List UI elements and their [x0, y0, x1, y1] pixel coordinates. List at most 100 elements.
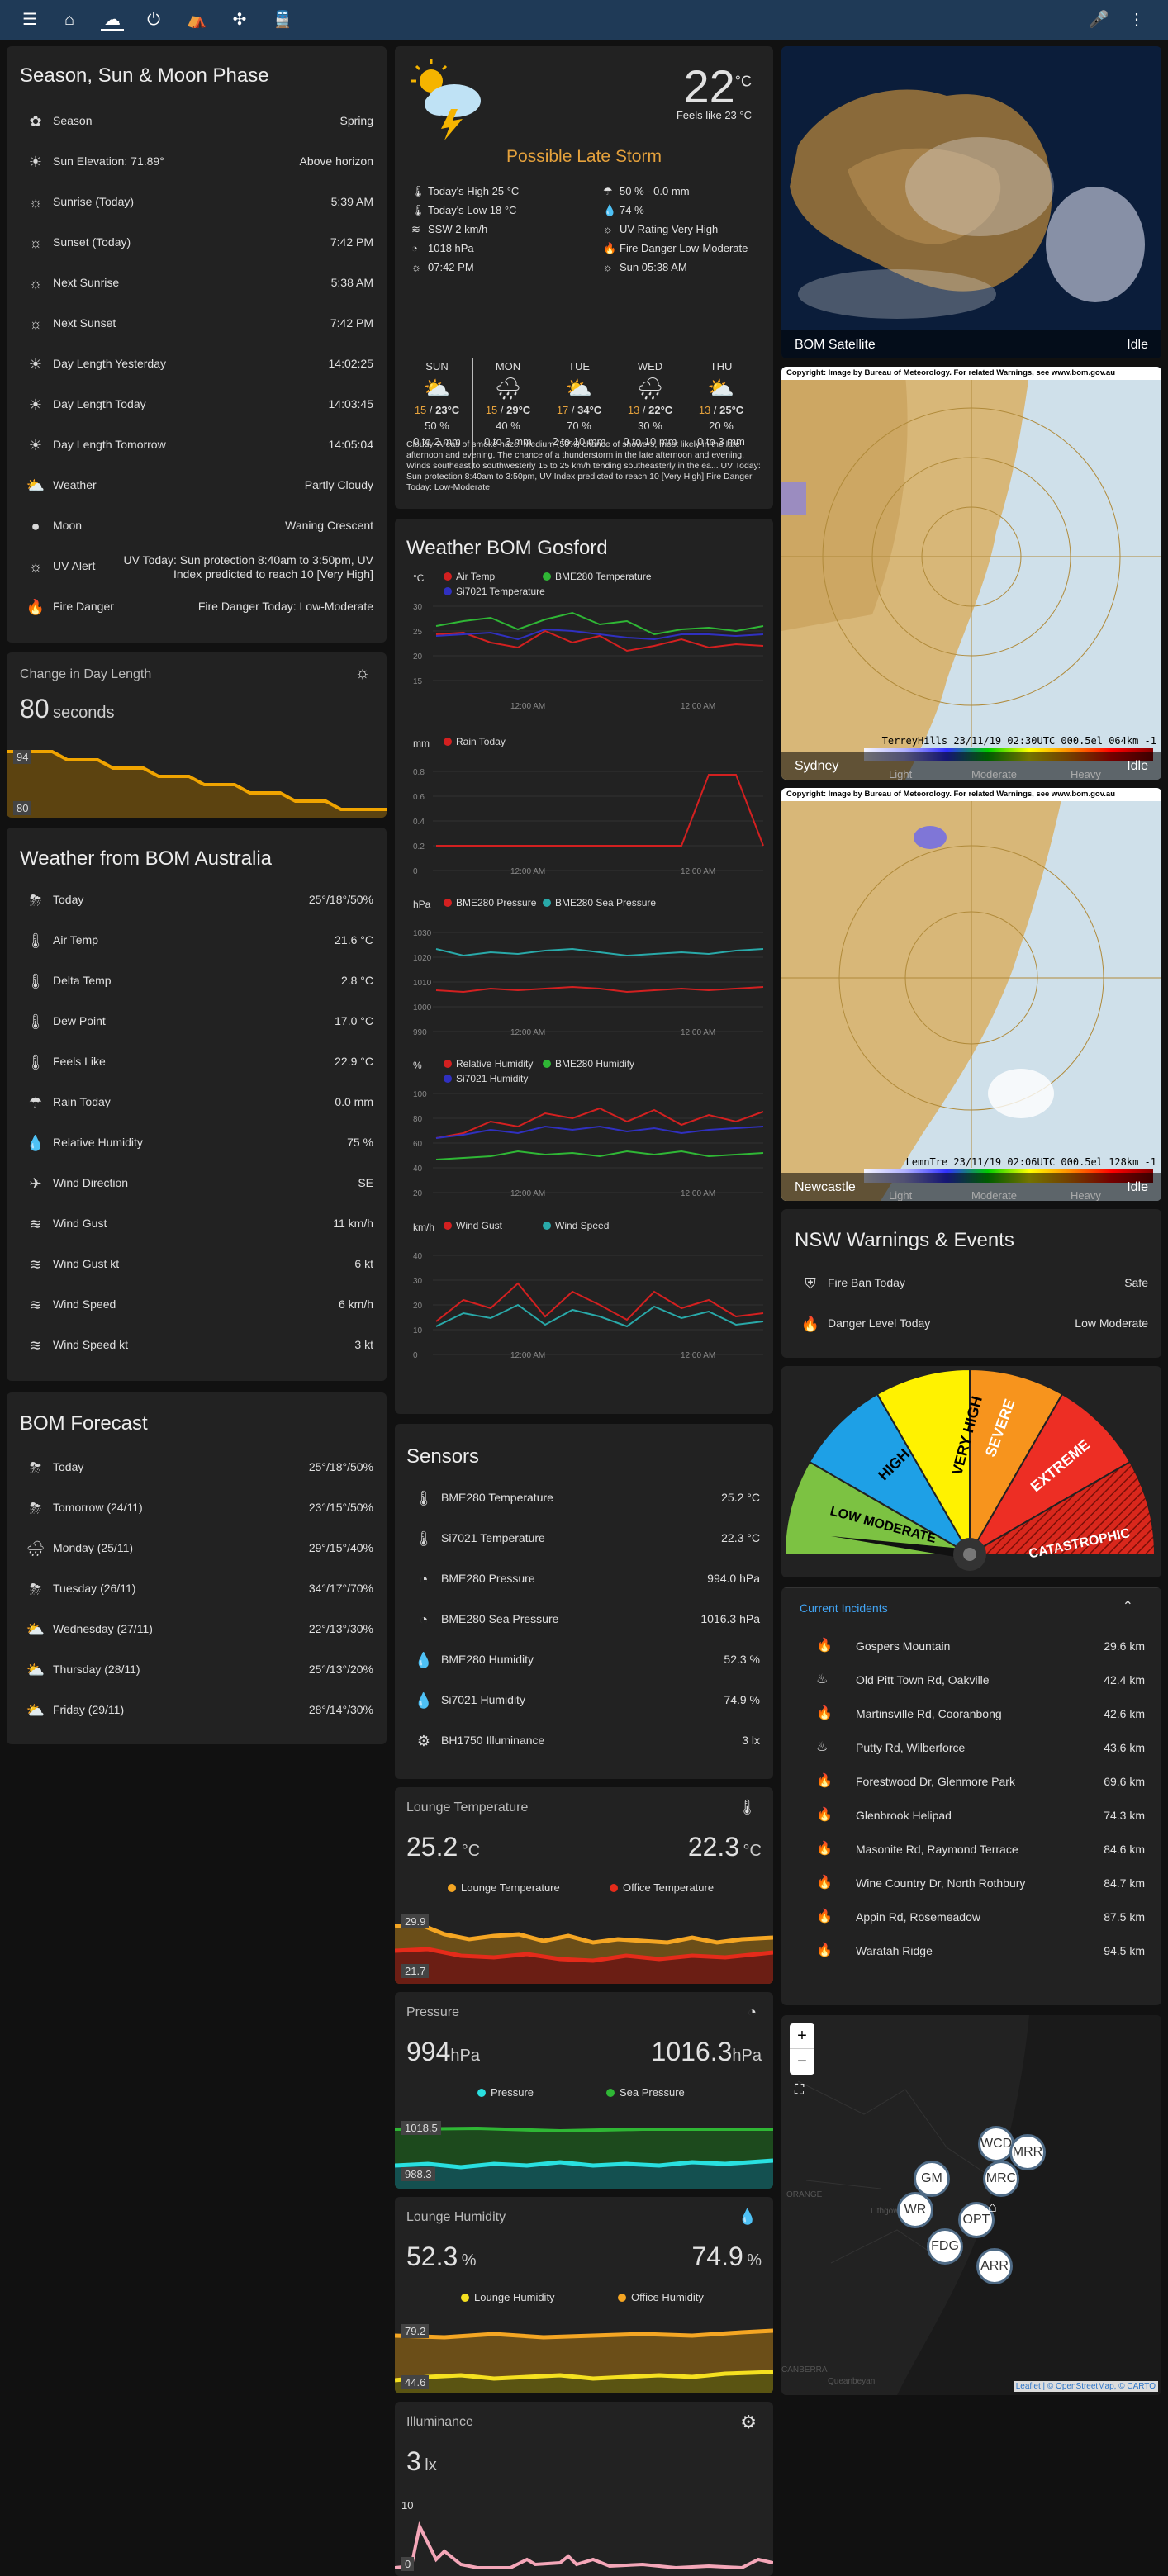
list-item[interactable]: ⛅ Friday (29/11) 28°/14°/30%: [7, 1691, 387, 1731]
list-item[interactable]: 🔥 Fire Danger Fire Danger Today: Low-Moder…: [7, 587, 387, 628]
list-item[interactable]: 🔥 Forestwood Dr, Glenmore Park 69.6 km: [781, 1764, 1161, 1798]
map-marker[interactable]: GM: [914, 2161, 950, 2197]
list-item[interactable]: 🌧 Monday (25/11) 29°/15°/40%: [7, 1529, 387, 1569]
list-item[interactable]: ◔ BME280 Sea Pressure 1016.3 hPa: [395, 1600, 773, 1640]
incidents-header[interactable]: Current Incidents ⌃: [781, 1587, 1161, 1625]
camp-icon[interactable]: ⛺: [186, 11, 207, 29]
gosford-charts: °C Air Temp BME280 Temperature Si7021 Tempe…: [413, 571, 764, 1360]
home-marker-icon[interactable]: ⌂: [988, 2199, 997, 2215]
map-marker[interactable]: MRR: [1009, 2134, 1046, 2170]
list-item[interactable]: ≋ Wind Gust kt 6 kt: [7, 1245, 387, 1285]
list-item[interactable]: ☼ Next Sunset 7:42 PM: [7, 304, 387, 344]
forecast-day[interactable]: SUN ⛅ 15 / 23°C 50 % 0 to 2 mm: [406, 360, 468, 451]
forecast-day[interactable]: THU ⛅ 13 / 25°C 20 % 0 to 3 mm: [691, 360, 752, 451]
list-item[interactable]: ≋ Wind Speed 6 km/h: [7, 1285, 387, 1326]
train-icon[interactable]: 🚆: [272, 11, 293, 29]
radar-sydney-card[interactable]: Copyright: Image by Bureau of Meteorolog…: [781, 367, 1161, 780]
fullscreen-icon[interactable]: ⛶: [795, 2083, 805, 2097]
forecast-day[interactable]: TUE ⛅ 17 / 34°C 70 % 2 to 10 mm: [548, 360, 610, 451]
list-item[interactable]: 🔥 Masonite Rd, Raymond Terrace 84.6 km: [781, 1832, 1161, 1866]
card-title: BOM Forecast: [20, 1412, 148, 1435]
weather-cloud-icon[interactable]: ☁: [101, 8, 124, 31]
list-item[interactable]: ☀ Day Length Yesterday 14:02:25: [7, 344, 387, 385]
network-icon[interactable]: ✣: [232, 11, 247, 29]
list-item[interactable]: ✿ Season Spring: [7, 102, 387, 142]
mic-icon[interactable]: 🎤: [1088, 11, 1109, 29]
weather-detail: 🔥 Fire Danger Low-Moderate: [603, 242, 748, 254]
list-item[interactable]: 💧 Si7021 Humidity 74.9 %: [395, 1681, 773, 1721]
list-item[interactable]: ⛈ Today 25°/18°/50%: [7, 880, 387, 921]
item-label: Thursday (28/11): [53, 1663, 140, 1676]
map-marker[interactable]: FDG: [927, 2228, 963, 2265]
list-item[interactable]: 🔥 Glenbrook Helipad 74.3 km: [781, 1798, 1161, 1832]
satellite-card[interactable]: BOM Satellite Idle: [781, 46, 1161, 358]
list-item[interactable]: 🌡 Air Temp 21.6 °C: [7, 921, 387, 961]
list-item[interactable]: ⛈ Tomorrow (24/11) 23°/15°/50%: [7, 1488, 387, 1529]
list-item[interactable]: ♨ Putty Rd, Wilberforce 43.6 km: [781, 1730, 1161, 1764]
list-item[interactable]: 🔥 Martinsville Rd, Cooranbong 42.6 km: [781, 1696, 1161, 1730]
chart-series: [435, 1282, 764, 1322]
list-item[interactable]: 🔥 Wine Country Dr, North Rothbury 84.7 km: [781, 1866, 1161, 1900]
list-item[interactable]: ⛅ Wednesday (27/11) 22°/13°/30%: [7, 1610, 387, 1650]
chevron-up-icon[interactable]: ⌃: [1122, 1600, 1133, 1614]
list-item[interactable]: ● Moon Waning Crescent: [7, 506, 387, 547]
power-icon[interactable]: ⏻: [147, 11, 160, 29]
radar-newcastle-card[interactable]: Copyright: Image by Bureau of Meteorolog…: [781, 788, 1161, 1201]
list-item[interactable]: ☼ Next Sunrise 5:38 AM: [7, 263, 387, 304]
list-item[interactable]: ⛨ Fire Ban Today Safe: [781, 1264, 1161, 1304]
list-item[interactable]: 🔥 Waratah Ridge 94.5 km: [781, 1933, 1161, 1967]
home-icon[interactable]: ⌂: [64, 11, 75, 29]
list-item[interactable]: ≋ Wind Speed kt 3 kt: [7, 1326, 387, 1366]
list-item[interactable]: 🌡 Si7021 Temperature 22.3 °C: [395, 1519, 773, 1559]
list-item[interactable]: ⛅ Thursday (28/11) 25°/13°/20%: [7, 1650, 387, 1691]
list-item[interactable]: 🌡 Delta Temp 2.8 °C: [7, 961, 387, 1002]
weather-detail: ☼ UV Rating Very High: [603, 223, 719, 235]
list-item[interactable]: 🌡 Feels Like 22.9 °C: [7, 1042, 387, 1083]
list-item[interactable]: 🌡 Dew Point 17.0 °C: [7, 1002, 387, 1042]
map-marker[interactable]: WCD: [978, 2126, 1014, 2162]
sensors-card: Sensors 🌡 BME280 Temperature 25.2 °C 🌡 Si702…: [395, 1424, 773, 1779]
list-item[interactable]: ☼ Sunset (Today) 7:42 PM: [7, 223, 387, 263]
zoom-in-button[interactable]: +: [790, 2023, 814, 2049]
scale-light: Light: [889, 768, 913, 780]
list-item[interactable]: ✈ Wind Direction SE: [7, 1164, 387, 1204]
forecast-day[interactable]: WED 🌧 13 / 22°C 30 % 0 to 10 mm: [620, 360, 681, 451]
list-item[interactable]: ⛈ Tuesday (26/11) 34°/17°/70%: [7, 1569, 387, 1610]
scale-moderate: Moderate: [971, 1189, 1017, 1201]
list-item[interactable]: ☂ Rain Today 0.0 mm: [7, 1083, 387, 1123]
incident-distance: 29.6 km: [1104, 1639, 1145, 1653]
list-item[interactable]: 💧 BME280 Humidity 52.3 %: [395, 1640, 773, 1681]
zoom-out-button[interactable]: −: [797, 2052, 807, 2071]
list-item[interactable]: ☀ Day Length Today 14:03:45: [7, 385, 387, 425]
list-item[interactable]: 🔥 Danger Level Today Low Moderate: [781, 1304, 1161, 1345]
list-item[interactable]: 🌡 BME280 Temperature 25.2 °C: [395, 1478, 773, 1519]
map-marker[interactable]: OPT: [958, 2202, 995, 2238]
list-item[interactable]: ☀ Sun Elevation: 71.89° Above horizon: [7, 142, 387, 183]
incidents-map-card: ORANGE Lithgow CANBERRA Queanbeyan + − ⛶…: [781, 2015, 1161, 2395]
list-item[interactable]: 💧 Relative Humidity 75 %: [7, 1123, 387, 1164]
item-value: 7:42 PM: [330, 235, 373, 249]
more-vertical-icon[interactable]: ⋮: [1128, 11, 1145, 29]
list-item[interactable]: ☀ Day Length Tomorrow 14:05:04: [7, 425, 387, 466]
list-item[interactable]: ⚙ BH1750 Illuminance 3 lx: [395, 1721, 773, 1762]
day-pop: 50 %: [425, 420, 449, 432]
day-name: MON: [495, 360, 521, 372]
list-item[interactable]: ◔ BME280 Pressure 994.0 hPa: [395, 1559, 773, 1600]
list-item[interactable]: ≋ Wind Gust 11 km/h: [7, 1204, 387, 1245]
map-label-lithgow: Lithgow: [871, 2207, 900, 2216]
map-marker[interactable]: ARR: [976, 2248, 1013, 2284]
map-marker[interactable]: WR: [897, 2192, 933, 2228]
list-item[interactable]: 🔥 Gospers Mountain 29.6 km: [781, 1629, 1161, 1663]
graph-max: 29.9: [401, 1914, 430, 1928]
item-label: Day Length Yesterday: [53, 357, 166, 370]
list-item[interactable]: 🔥 Appin Rd, Rosemeadow 87.5 km: [781, 1900, 1161, 1933]
list-item[interactable]: ☼ UV Alert UV Today: Sun protection 8:40am…: [7, 547, 387, 587]
forecast-day[interactable]: MON 🌧 15 / 29°C 40 % 0 to 3 mm: [477, 360, 539, 451]
map-marker[interactable]: MRC: [983, 2161, 1019, 2197]
list-item[interactable]: ☼ Sunrise (Today) 5:39 AM: [7, 183, 387, 223]
list-item[interactable]: ⛈ Today 25°/18°/50%: [7, 1448, 387, 1488]
list-item[interactable]: ♨ Old Pitt Town Rd, Oakville 42.4 km: [781, 1663, 1161, 1696]
list-item[interactable]: ⛅ Weather Partly Cloudy: [7, 466, 387, 506]
item-value: 14:03:45: [328, 397, 374, 410]
menu-icon[interactable]: ☰: [22, 11, 37, 29]
